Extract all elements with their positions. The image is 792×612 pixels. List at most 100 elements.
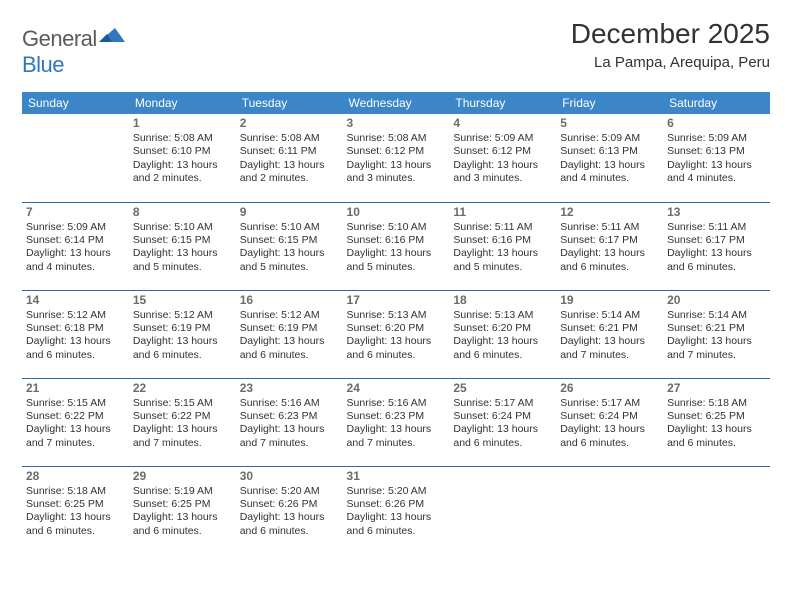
sunrise-text: Sunrise: 5:08 AM — [240, 132, 339, 145]
sunrise-text: Sunrise: 5:16 AM — [347, 397, 446, 410]
daylight-text: Daylight: 13 hours and 6 minutes. — [26, 335, 125, 362]
brand-logo: GeneralBlue — [22, 24, 127, 78]
calendar-cell — [556, 466, 663, 554]
day-number: 21 — [26, 381, 125, 395]
sunrise-text: Sunrise: 5:14 AM — [560, 309, 659, 322]
day-header: Monday — [129, 92, 236, 114]
daylight-text: Daylight: 13 hours and 6 minutes. — [453, 335, 552, 362]
calendar-week: 28Sunrise: 5:18 AMSunset: 6:25 PMDayligh… — [22, 466, 770, 554]
day-number: 14 — [26, 293, 125, 307]
daylight-text: Daylight: 13 hours and 3 minutes. — [347, 159, 446, 186]
sunset-text: Sunset: 6:16 PM — [347, 234, 446, 247]
calendar-cell: 12Sunrise: 5:11 AMSunset: 6:17 PMDayligh… — [556, 202, 663, 290]
sunrise-text: Sunrise: 5:18 AM — [667, 397, 766, 410]
calendar-cell: 19Sunrise: 5:14 AMSunset: 6:21 PMDayligh… — [556, 290, 663, 378]
daylight-text: Daylight: 13 hours and 5 minutes. — [133, 247, 232, 274]
logo-mark-icon — [97, 24, 127, 46]
day-number: 27 — [667, 381, 766, 395]
sunrise-text: Sunrise: 5:11 AM — [453, 221, 552, 234]
day-number: 6 — [667, 116, 766, 130]
calendar-cell: 7Sunrise: 5:09 AMSunset: 6:14 PMDaylight… — [22, 202, 129, 290]
sunrise-text: Sunrise: 5:13 AM — [347, 309, 446, 322]
day-number: 26 — [560, 381, 659, 395]
daylight-text: Daylight: 13 hours and 2 minutes. — [240, 159, 339, 186]
location-text: La Pampa, Arequipa, Peru — [571, 54, 770, 71]
day-number: 4 — [453, 116, 552, 130]
daylight-text: Daylight: 13 hours and 5 minutes. — [240, 247, 339, 274]
sunrise-text: Sunrise: 5:12 AM — [26, 309, 125, 322]
sunrise-text: Sunrise: 5:18 AM — [26, 485, 125, 498]
sunset-text: Sunset: 6:22 PM — [26, 410, 125, 423]
daylight-text: Daylight: 13 hours and 6 minutes. — [347, 335, 446, 362]
calendar-cell: 18Sunrise: 5:13 AMSunset: 6:20 PMDayligh… — [449, 290, 556, 378]
calendar-cell: 16Sunrise: 5:12 AMSunset: 6:19 PMDayligh… — [236, 290, 343, 378]
day-header: Sunday — [22, 92, 129, 114]
daylight-text: Daylight: 13 hours and 6 minutes. — [667, 423, 766, 450]
sunrise-text: Sunrise: 5:17 AM — [560, 397, 659, 410]
day-number: 31 — [347, 469, 446, 483]
day-number: 16 — [240, 293, 339, 307]
day-header: Wednesday — [343, 92, 450, 114]
daylight-text: Daylight: 13 hours and 6 minutes. — [667, 247, 766, 274]
daylight-text: Daylight: 13 hours and 2 minutes. — [133, 159, 232, 186]
day-number: 22 — [133, 381, 232, 395]
sunset-text: Sunset: 6:21 PM — [667, 322, 766, 335]
daylight-text: Daylight: 13 hours and 6 minutes. — [560, 423, 659, 450]
sunset-text: Sunset: 6:23 PM — [347, 410, 446, 423]
sunrise-text: Sunrise: 5:17 AM — [453, 397, 552, 410]
daylight-text: Daylight: 13 hours and 6 minutes. — [133, 335, 232, 362]
calendar-cell: 6Sunrise: 5:09 AMSunset: 6:13 PMDaylight… — [663, 114, 770, 202]
calendar-week: 21Sunrise: 5:15 AMSunset: 6:22 PMDayligh… — [22, 378, 770, 466]
sunset-text: Sunset: 6:26 PM — [347, 498, 446, 511]
calendar-cell: 26 Sunrise: 5:17 AMSunset: 6:24 PMDayligh… — [556, 378, 663, 466]
daylight-text: Daylight: 13 hours and 7 minutes. — [26, 423, 125, 450]
sunset-text: Sunset: 6:24 PM — [560, 410, 659, 423]
sunset-text: Sunset: 6:11 PM — [240, 145, 339, 158]
sunrise-text: Sunrise: 5:19 AM — [133, 485, 232, 498]
day-number: 11 — [453, 205, 552, 219]
calendar-cell: 11Sunrise: 5:11 AMSunset: 6:16 PMDayligh… — [449, 202, 556, 290]
calendar-body: 1Sunrise: 5:08 AMSunset: 6:10 PMDaylight… — [22, 114, 770, 554]
calendar-cell: 28Sunrise: 5:18 AMSunset: 6:25 PMDayligh… — [22, 466, 129, 554]
day-number: 24 — [347, 381, 446, 395]
calendar-cell: 31 Sunrise: 5:20 AMSunset: 6:26 PMDayligh… — [343, 466, 450, 554]
sunrise-text: Sunrise: 5:20 AM — [347, 485, 446, 498]
calendar-cell: 27Sunrise: 5:18 AMSunset: 6:25 PMDayligh… — [663, 378, 770, 466]
sunset-text: Sunset: 6:14 PM — [26, 234, 125, 247]
day-header: Tuesday — [236, 92, 343, 114]
title-block: December 2025 La Pampa, Arequipa, Peru — [571, 18, 770, 71]
calendar-cell: 14Sunrise: 5:12 AMSunset: 6:18 PMDayligh… — [22, 290, 129, 378]
daylight-text: Daylight: 13 hours and 5 minutes. — [347, 247, 446, 274]
sunset-text: Sunset: 6:24 PM — [453, 410, 552, 423]
sunset-text: Sunset: 6:17 PM — [667, 234, 766, 247]
calendar-cell: 8Sunrise: 5:10 AMSunset: 6:15 PMDaylight… — [129, 202, 236, 290]
sunset-text: Sunset: 6:12 PM — [347, 145, 446, 158]
day-number: 13 — [667, 205, 766, 219]
calendar-cell — [449, 466, 556, 554]
sunset-text: Sunset: 6:10 PM — [133, 145, 232, 158]
day-number: 25 — [453, 381, 552, 395]
sunrise-text: Sunrise: 5:15 AM — [26, 397, 125, 410]
daylight-text: Daylight: 13 hours and 5 minutes. — [453, 247, 552, 274]
daylight-text: Daylight: 13 hours and 4 minutes. — [667, 159, 766, 186]
calendar-header: SundayMondayTuesdayWednesdayThursdayFrid… — [22, 92, 770, 114]
day-number: 23 — [240, 381, 339, 395]
calendar-cell: 9Sunrise: 5:10 AMSunset: 6:15 PMDaylight… — [236, 202, 343, 290]
sunrise-text: Sunrise: 5:14 AM — [667, 309, 766, 322]
brand-text-2: Blue — [22, 52, 64, 77]
sunrise-text: Sunrise: 5:13 AM — [453, 309, 552, 322]
daylight-text: Daylight: 13 hours and 4 minutes. — [26, 247, 125, 274]
brand-text-1: General — [22, 26, 97, 51]
daylight-text: Daylight: 13 hours and 6 minutes. — [453, 423, 552, 450]
day-number: 1 — [133, 116, 232, 130]
sunset-text: Sunset: 6:19 PM — [240, 322, 339, 335]
day-header: Saturday — [663, 92, 770, 114]
day-number: 18 — [453, 293, 552, 307]
day-number: 15 — [133, 293, 232, 307]
daylight-text: Daylight: 13 hours and 6 minutes. — [560, 247, 659, 274]
sunset-text: Sunset: 6:13 PM — [560, 145, 659, 158]
sunset-text: Sunset: 6:25 PM — [133, 498, 232, 511]
daylight-text: Daylight: 13 hours and 6 minutes. — [347, 511, 446, 538]
brand-text: GeneralBlue — [22, 24, 127, 78]
sunrise-text: Sunrise: 5:20 AM — [240, 485, 339, 498]
